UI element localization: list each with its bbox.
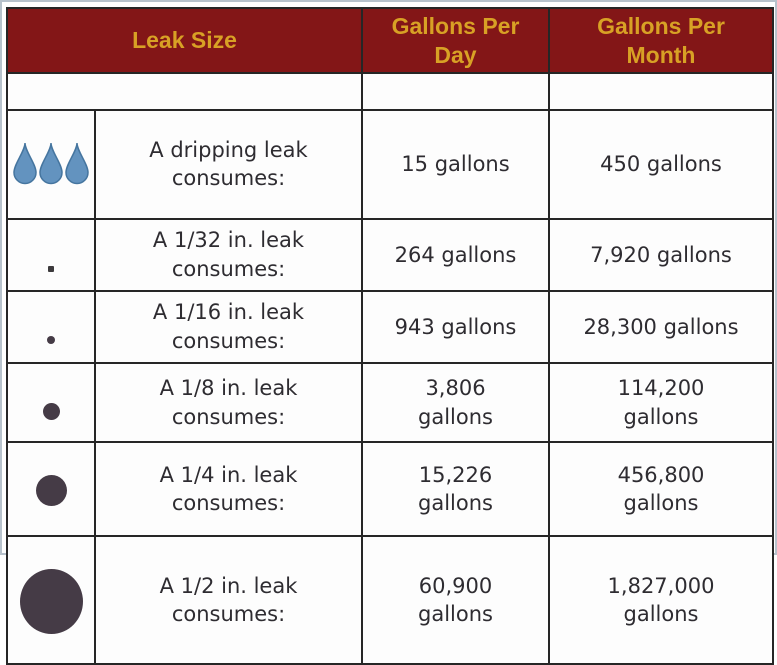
spacer-cell	[6, 72, 363, 111]
leak-dot-1-32-icon	[12, 222, 90, 288]
gallons-per-day-value: 60,900 gallons	[361, 535, 550, 665]
leak-label: A 1/4 in. leak consumes:	[94, 441, 363, 538]
table-row-1-4: A 1/4 in. leak consumes: 15,226 gallons …	[6, 441, 774, 538]
gallons-per-month-value: 450 gallons	[548, 109, 774, 220]
gallons-per-month-value: 114,200 gallons	[548, 361, 774, 444]
spacer-cell	[548, 72, 774, 111]
icon-cell	[6, 289, 96, 364]
icon-cell	[6, 109, 96, 220]
header-gallons-per-month: Gallons Per Month	[548, 7, 774, 74]
spacer-row	[6, 72, 774, 111]
leak-consumption-table: Leak Size Gallons Per Day Gallons Per Mo…	[6, 7, 774, 665]
gallons-per-day-value: 15 gallons	[361, 109, 550, 220]
leak-dot-1-2-icon	[12, 539, 90, 661]
header-row: Leak Size Gallons Per Day Gallons Per Mo…	[6, 7, 774, 74]
gallons-per-month-value: 456,800 gallons	[548, 441, 774, 538]
leak-label: A 1/16 in. leak consumes:	[94, 289, 363, 364]
gallons-per-month-value: 28,300 gallons	[548, 289, 774, 364]
leak-dot-1-16-icon	[12, 294, 90, 360]
icon-cell	[6, 441, 96, 538]
table-row-1-2: A 1/2 in. leak consumes: 60,900 gallons …	[6, 535, 774, 665]
leak-label: A 1/2 in. leak consumes:	[94, 535, 363, 665]
header-leak-size: Leak Size	[6, 7, 363, 74]
leak-dot-1-8-icon	[12, 366, 90, 440]
leak-label: A dripping leak consumes:	[94, 109, 363, 220]
gallons-per-month-value: 7,920 gallons	[548, 217, 774, 292]
gallons-per-day-value: 15,226 gallons	[361, 441, 550, 538]
icon-cell	[6, 535, 96, 665]
icon-cell	[6, 217, 96, 292]
header-gallons-per-day: Gallons Per Day	[361, 7, 550, 74]
leak-label: A 1/32 in. leak consumes:	[94, 217, 363, 292]
gallons-per-month-value: 1,827,000 gallons	[548, 535, 774, 665]
gallons-per-day-value: 3,806 gallons	[361, 361, 550, 444]
gallons-per-day-value: 943 gallons	[361, 289, 550, 364]
leak-dot-1-4-icon	[12, 445, 90, 533]
icon-cell	[6, 361, 96, 444]
spacer-cell	[361, 72, 550, 111]
gallons-per-day-value: 264 gallons	[361, 217, 550, 292]
leak-label: A 1/8 in. leak consumes:	[94, 361, 363, 444]
table-row-1-16: A 1/16 in. leak consumes: 943 gallons 28…	[6, 289, 774, 364]
table-row-dripping: A dripping leak consumes: 15 gallons 450…	[6, 109, 774, 220]
water-drops-icon	[12, 113, 90, 216]
table-row-1-32: A 1/32 in. leak consumes: 264 gallons 7,…	[6, 217, 774, 292]
table-row-1-8: A 1/8 in. leak consumes: 3,806 gallons 1…	[6, 361, 774, 444]
